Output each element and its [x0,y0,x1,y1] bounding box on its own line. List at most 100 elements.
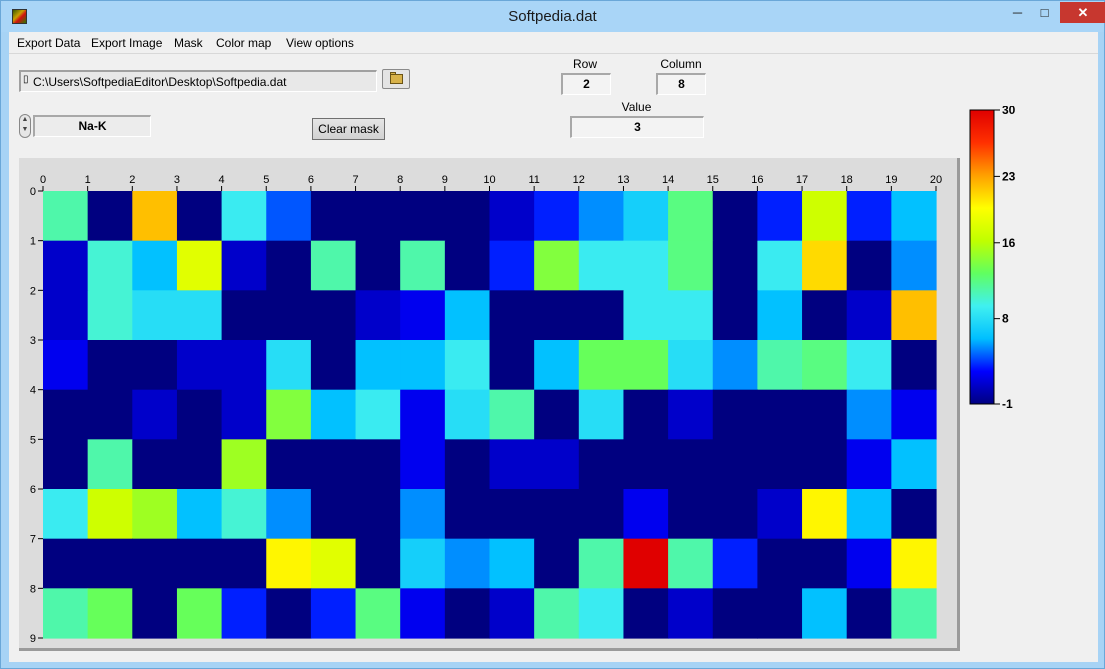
heatmap-cell[interactable] [668,489,714,540]
heatmap-cell[interactable] [623,489,669,540]
heatmap-cell[interactable] [310,588,357,639]
heatmap-cell[interactable] [132,290,178,341]
heatmap-cell[interactable] [534,439,580,490]
clear-mask-button[interactable]: Clear mask [312,118,385,140]
heatmap-cell[interactable] [176,191,223,242]
heatmap-cell[interactable] [757,340,803,391]
heatmap-cell[interactable] [802,538,848,589]
heatmap-cell[interactable] [310,290,357,341]
heatmap-cell[interactable] [176,439,223,490]
heatmap-cell[interactable] [846,588,892,639]
heatmap-cell[interactable] [891,588,937,639]
heatmap-cell[interactable] [846,439,892,490]
heatmap-cell[interactable] [266,538,312,589]
heatmap-canvas[interactable]: 0 1 2 3 4 5 6 7 8 9 10 11 12 13 14 15 16 17 18 19 2001234567… [19,158,960,651]
heatmap-cell[interactable] [87,439,133,490]
heatmap-cell[interactable] [668,389,714,440]
heatmap-cell[interactable] [444,340,491,391]
heatmap-cell[interactable] [355,290,401,341]
heatmap-cell[interactable] [310,191,357,242]
heatmap-cell[interactable] [489,538,535,589]
heatmap-cell[interactable] [802,489,848,540]
heatmap-cell[interactable] [623,389,669,440]
heatmap-cell[interactable] [802,588,848,639]
heatmap-cell[interactable] [355,538,401,589]
heatmap-cell[interactable] [355,588,401,639]
heatmap-cell[interactable] [221,340,267,391]
heatmap-cell[interactable] [132,340,178,391]
heatmap-cell[interactable] [355,389,401,440]
heatmap-cell[interactable] [221,439,267,490]
heatmap-cell[interactable] [400,290,446,341]
heatmap-cell[interactable] [534,389,580,440]
heatmap-cell[interactable] [266,240,312,291]
file-path-field[interactable]: ▯ C:\Users\SoftpediaEditor\Desktop\Softp… [19,70,377,92]
heatmap-cell[interactable] [846,290,892,341]
heatmap-cell[interactable] [310,538,357,589]
heatmap-cell[interactable] [221,489,267,540]
heatmap-cell[interactable] [757,191,803,242]
heatmap-cell[interactable] [176,389,223,440]
heatmap-cell[interactable] [132,538,178,589]
heatmap-cell[interactable] [400,389,446,440]
heatmap-cell[interactable] [176,489,223,540]
heatmap-cell[interactable] [87,538,133,589]
heatmap-cell[interactable] [712,439,758,490]
heatmap-cell[interactable] [668,340,714,391]
heatmap-cell[interactable] [310,489,357,540]
heatmap-cell[interactable] [623,588,669,639]
element-selector[interactable]: Na-K [33,115,151,137]
heatmap-cell[interactable] [712,340,758,391]
heatmap-cell[interactable] [757,588,803,639]
heatmap-cell[interactable] [891,290,937,341]
heatmap-cell[interactable] [578,389,625,440]
heatmap-cell[interactable] [668,439,714,490]
heatmap-cell[interactable] [623,439,669,490]
heatmap-cell[interactable] [712,389,758,440]
heatmap-cell[interactable] [355,340,401,391]
heatmap-cell[interactable] [534,290,580,341]
heatmap-cell[interactable] [444,489,491,540]
heatmap-cell[interactable] [132,240,178,291]
heatmap-cell[interactable] [757,389,803,440]
heatmap-cell[interactable] [757,489,803,540]
heatmap-cell[interactable] [221,389,267,440]
heatmap-cell[interactable] [489,489,535,540]
minimize-button[interactable]: ─ [1012,5,1023,20]
heatmap-cell[interactable] [43,389,89,440]
heatmap-cell[interactable] [87,588,133,639]
heatmap-cell[interactable] [132,588,178,639]
heatmap-cell[interactable] [578,439,625,490]
heatmap-cell[interactable] [712,240,758,291]
heatmap-cell[interactable] [221,240,267,291]
heatmap-cell[interactable] [43,538,89,589]
heatmap-cell[interactable] [355,191,401,242]
heatmap-cell[interactable] [802,240,848,291]
heatmap-cell[interactable] [534,340,580,391]
heatmap-cell[interactable] [623,191,669,242]
heatmap-cell[interactable] [846,240,892,291]
heatmap-cell[interactable] [310,389,357,440]
heatmap-cell[interactable] [87,389,133,440]
heatmap-cell[interactable] [221,290,267,341]
heatmap-cell[interactable] [489,290,535,341]
heatmap-cell[interactable] [132,439,178,490]
heatmap-cell[interactable] [87,191,133,242]
heatmap-cell[interactable] [87,340,133,391]
heatmap-cell[interactable] [802,340,848,391]
heatmap-cell[interactable] [221,588,267,639]
heatmap-cell[interactable] [712,489,758,540]
heatmap-cell[interactable] [578,290,625,341]
heatmap-cell[interactable] [489,389,535,440]
heatmap-cell[interactable] [534,538,580,589]
menu-export-image[interactable]: Export Image [91,36,163,50]
heatmap-cell[interactable] [355,439,401,490]
heatmap-cell[interactable] [846,340,892,391]
heatmap-cell[interactable] [310,340,357,391]
heatmap-cell[interactable] [846,489,892,540]
heatmap-cell[interactable] [757,439,803,490]
heatmap-cell[interactable] [176,340,223,391]
heatmap-cell[interactable] [891,439,937,490]
heatmap-cell[interactable] [87,489,133,540]
menu-export-data[interactable]: Export Data [17,36,81,50]
